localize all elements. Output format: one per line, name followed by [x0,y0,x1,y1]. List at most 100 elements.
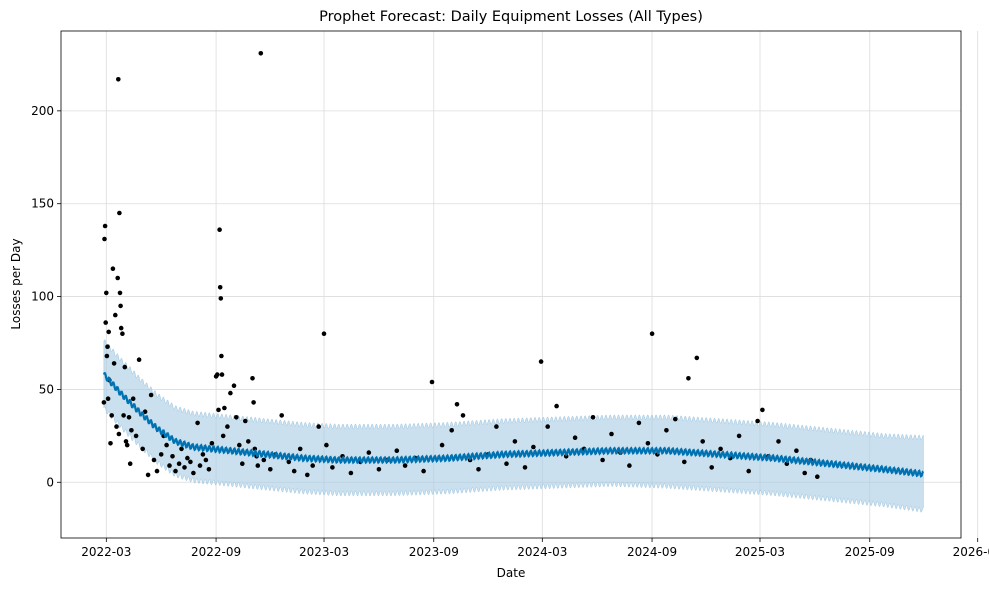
data-point [118,303,123,309]
x-tick-label: 2023-09 [409,545,459,559]
x-axis-label: Date [497,566,526,580]
data-point [117,290,123,296]
data-point [206,467,212,472]
data-point [154,468,160,474]
forecast-line-group [102,371,925,478]
data-point [195,420,200,426]
data-point [476,467,481,472]
data-point [746,468,751,474]
data-point [636,420,642,426]
data-point [251,400,256,405]
data-point [627,463,632,468]
data-point [794,448,799,454]
data-point [268,467,273,472]
data-point [117,210,122,216]
data-point [686,376,691,381]
data-point [118,325,124,331]
data-point [321,331,327,337]
data-point [682,459,687,465]
data-point [148,392,154,398]
data-point [130,396,136,402]
data-point [590,415,596,420]
data-point [664,428,669,433]
data-point [170,454,175,459]
data-point [109,413,114,418]
data-point [116,77,121,82]
data-point [127,461,133,467]
data-point [185,455,190,461]
data-point [694,355,700,361]
data-point [197,463,203,468]
data-point [113,312,118,318]
data-point [123,439,129,444]
data-point [234,415,239,420]
data-point [760,407,765,413]
data-point [136,357,142,363]
data-point [776,439,781,444]
data-point [366,450,372,455]
data-point [258,51,264,56]
data-point [402,463,408,468]
data-point [572,435,578,441]
x-tick-label: 2023-03 [299,545,349,559]
y-tick-label: 0 [46,475,54,489]
y-tick-label: 150 [31,197,54,211]
data-point [110,266,116,272]
data-point [429,379,435,385]
data-point [164,442,169,448]
data-point [216,407,221,413]
data-point [225,424,230,429]
x-tick-label: 2024-09 [627,545,677,559]
data-point [286,459,292,465]
y-axis-label: Losses per Day [9,238,23,329]
data-point [115,275,120,281]
y-tick-label: 50 [39,382,54,396]
data-point [454,402,460,407]
data-point [504,461,509,467]
plot-frame [60,30,962,539]
data-point [645,441,651,446]
x-axis: 2022-03 2022-09 2023-03 2023-09 2024-03 2024-… [81,538,989,559]
data-point [182,465,187,470]
data-point [209,441,215,446]
data-point [449,428,455,433]
data-point [145,472,151,478]
chart-title: Prophet Forecast: Daily Equipment Losses… [319,9,703,25]
data-point [255,463,261,468]
data-point [554,403,559,409]
data-point [522,465,528,470]
data-point [231,383,237,389]
data-point [122,364,128,370]
forecast-line [102,371,925,478]
data-point [103,320,108,325]
data-point [101,400,107,405]
data-point [310,463,316,468]
data-point [108,441,113,446]
data-point [191,470,196,476]
data-point [673,416,678,422]
data-point [297,446,303,452]
data-point [176,461,182,467]
data-point [151,457,157,463]
data-point [102,236,107,242]
data-point [222,405,227,411]
data-point [649,331,655,337]
y-axis: 0 50 100 150 200 [31,104,61,489]
data-point [124,442,130,448]
data-point [291,468,297,474]
uncertainty-band [103,339,924,513]
data-point [126,415,132,420]
data-point [102,223,108,229]
data-point [220,433,226,439]
data-point [316,424,322,429]
data-point [609,431,614,437]
data-point [531,444,536,450]
data-point [120,331,125,337]
y-tick-label: 200 [31,104,54,118]
x-tick-label: 2022-03 [81,545,131,559]
data-point [324,442,329,448]
data-point [217,227,222,232]
uncertainty-interval [103,339,924,513]
data-point [460,413,466,418]
